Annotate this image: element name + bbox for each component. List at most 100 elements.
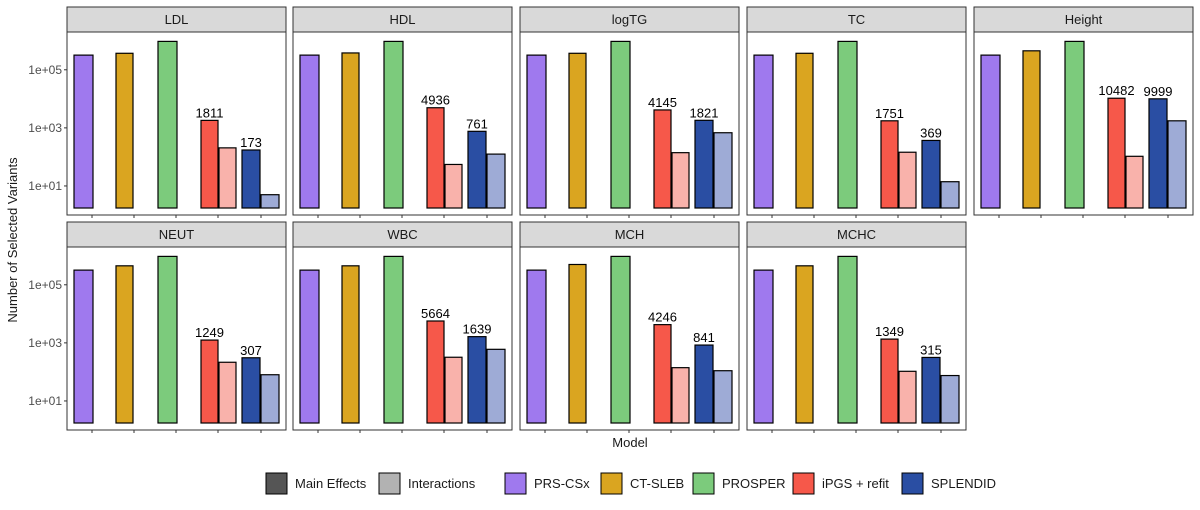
panel-wbc: WBC 5664 1639: [292, 221, 513, 433]
data-label-splendid: 315: [920, 342, 942, 357]
panel-title: WBC: [387, 227, 417, 242]
bar-ctsleb: [115, 265, 134, 424]
data-label-ipgs: 10482: [1098, 83, 1134, 98]
bar-prosper: [610, 255, 631, 424]
bar-prosper: [1064, 40, 1085, 209]
bar-splendid_main: [467, 130, 487, 209]
panel-title: logTG: [612, 12, 647, 27]
panels-group: LDL 1811 173 1e+01 1e+03 1e+05 HDL 4936 761 logTG…: [28, 6, 1194, 433]
bar-splendid_main: [241, 357, 261, 424]
legend-item: SPLENDID: [901, 472, 996, 495]
panel-logtg: logTG 4145 1821: [519, 6, 740, 218]
bar-ipgs_int: [218, 361, 237, 424]
legend-label: PROSPER: [722, 476, 786, 491]
bar-ipgs_main: [880, 120, 899, 209]
legend-swatch: [600, 472, 623, 495]
bar-prscsx: [299, 269, 320, 424]
data-label-ipgs: 4936: [421, 93, 450, 108]
bar-ipgs_main: [653, 109, 672, 209]
bar-splendid_main: [467, 336, 487, 424]
bar-ipgs_int: [671, 367, 690, 424]
y-tick-label: 1e+05: [28, 63, 62, 77]
bar-ctsleb: [568, 52, 587, 209]
bar-ipgs_main: [426, 107, 445, 209]
panel-neut: NEUT 1249 307 1e+01 1e+03 1e+05: [28, 221, 287, 433]
bar-ipgs_int: [898, 151, 917, 209]
legend-label: SPLENDID: [931, 476, 996, 491]
panel-title: LDL: [165, 12, 189, 27]
bar-ipgs_main: [200, 339, 219, 424]
panel-title: MCH: [615, 227, 645, 242]
data-label-ipgs: 4246: [648, 310, 677, 325]
legend-item: PROSPER: [692, 472, 786, 495]
bar-ctsleb: [568, 263, 587, 424]
panel-strip: [66, 6, 287, 33]
bar-ipgs_main: [880, 338, 899, 424]
bar-prscsx: [73, 269, 94, 424]
y-axis-title: Number of Selected Variants: [5, 157, 20, 323]
bar-ctsleb: [795, 52, 814, 209]
panel-height: Height 10482 9999: [973, 6, 1194, 218]
panel-title: TC: [848, 12, 865, 27]
bar-splendid_int: [486, 348, 506, 424]
y-tick-label: 1e+03: [28, 121, 62, 135]
bar-ctsleb: [795, 265, 814, 424]
bar-ipgs_int: [1125, 155, 1144, 209]
legend-label: CT-SLEB: [630, 476, 684, 491]
data-label-ipgs: 1349: [875, 324, 904, 339]
bar-splendid_int: [260, 194, 280, 209]
panel-strip: [519, 6, 740, 33]
bar-ipgs_main: [1107, 97, 1126, 209]
bar-prscsx: [73, 54, 94, 209]
y-tick-label: 1e+01: [28, 179, 62, 193]
panel-strip: [292, 6, 513, 33]
panel-hdl: HDL 4936 761: [292, 6, 513, 218]
bar-prosper: [837, 40, 858, 209]
panel-strip: [746, 6, 967, 33]
legend-label: Interactions: [408, 476, 476, 491]
legend-swatch: [265, 472, 288, 495]
legend-item: Interactions: [378, 472, 476, 495]
legend: Main Effects Interactions PRS-CSx CT-SLEB PR…: [265, 472, 996, 495]
bar-splendid_int: [486, 153, 506, 209]
legend-swatch: [378, 472, 401, 495]
bar-splendid_int: [940, 181, 960, 209]
legend-swatch: [901, 472, 924, 495]
bar-prosper: [383, 40, 404, 209]
bar-splendid_main: [921, 356, 941, 424]
data-label-splendid: 761: [466, 116, 488, 131]
bar-splendid_int: [1167, 120, 1187, 209]
bar-ctsleb: [115, 52, 134, 209]
data-label-ipgs: 1751: [875, 106, 904, 121]
data-label-ipgs: 5664: [421, 306, 450, 321]
data-label-splendid: 1639: [463, 322, 492, 337]
bar-prosper: [837, 255, 858, 424]
panel-tc: TC 1751 369: [746, 6, 967, 218]
bar-splendid_int: [940, 374, 960, 424]
panel-title: Height: [1065, 12, 1103, 27]
legend-item: Main Effects: [265, 472, 367, 495]
bar-prscsx: [526, 269, 547, 424]
legend-label: PRS-CSx: [534, 476, 590, 491]
bar-ctsleb: [1022, 50, 1041, 209]
bar-splendid_main: [1148, 98, 1168, 209]
bar-prosper: [157, 40, 178, 209]
bar-ipgs_int: [444, 356, 463, 424]
bar-prscsx: [753, 54, 774, 209]
data-label-splendid: 1821: [690, 105, 719, 120]
legend-swatch: [792, 472, 815, 495]
panel-ldl: LDL 1811 173 1e+01 1e+03 1e+05: [28, 6, 287, 218]
panel-title: MCHC: [837, 227, 876, 242]
data-label-splendid: 307: [240, 343, 262, 358]
panel-title: NEUT: [159, 227, 194, 242]
y-tick-label: 1e+05: [28, 278, 62, 292]
bar-ipgs_int: [671, 152, 690, 209]
legend-swatch: [504, 472, 527, 495]
data-label-ipgs: 1249: [195, 325, 224, 340]
bar-ipgs_int: [218, 147, 237, 209]
bar-ipgs_main: [426, 320, 445, 424]
data-label-splendid: 9999: [1144, 84, 1173, 99]
panel-strip: [66, 221, 287, 248]
bar-splendid_main: [241, 149, 261, 209]
